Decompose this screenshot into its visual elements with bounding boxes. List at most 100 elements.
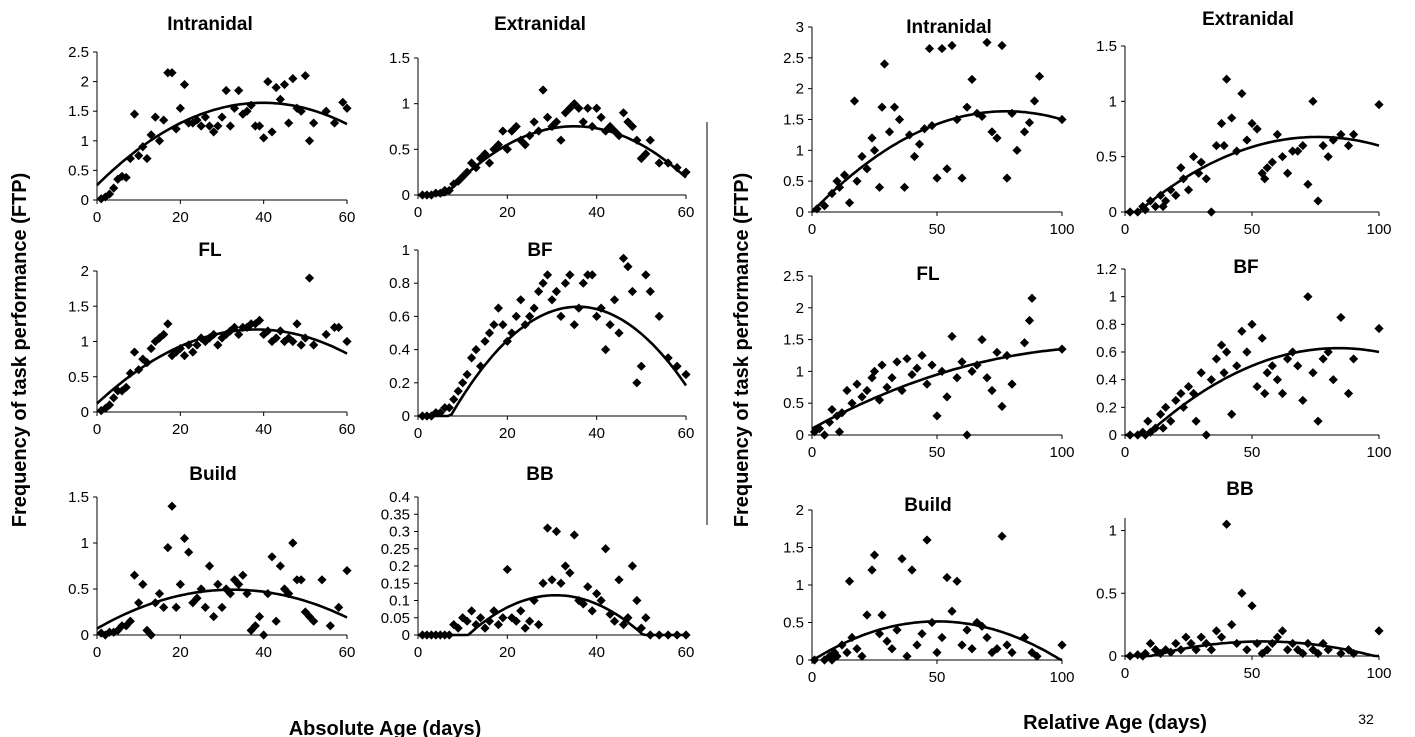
data-point	[614, 328, 624, 338]
x-tick-label: 20	[499, 425, 516, 442]
y-tick-label: 2.5	[68, 44, 89, 61]
data-point	[972, 360, 982, 370]
data-point	[1166, 647, 1176, 657]
data-point	[154, 136, 165, 146]
data-point	[574, 595, 584, 606]
data-point	[1267, 157, 1277, 167]
y-tick-label: 1.5	[68, 298, 89, 315]
data-point	[592, 311, 602, 321]
data-point	[279, 79, 290, 90]
data-point	[471, 620, 481, 630]
data-point	[209, 127, 219, 137]
data-point	[1188, 388, 1199, 399]
data-point	[844, 198, 855, 208]
data-point	[475, 361, 486, 371]
chart-title: Extranidal	[1202, 9, 1294, 30]
data-point	[587, 606, 597, 616]
y-tick-label: 1.5	[783, 540, 804, 557]
data-point	[596, 303, 606, 313]
y-tick-label: 0.6	[389, 308, 410, 325]
x-tick-label: 40	[255, 209, 272, 226]
data-point	[834, 182, 845, 192]
y-tick-label: 0.05	[381, 610, 410, 627]
data-point	[288, 74, 298, 84]
data-point	[681, 630, 691, 640]
data-point	[857, 392, 867, 402]
data-point	[134, 365, 144, 375]
data-point	[578, 117, 588, 127]
data-point	[605, 609, 615, 619]
x-tick-label: 0	[1121, 221, 1129, 238]
data-point	[271, 82, 281, 93]
data-point	[877, 610, 887, 620]
data-point	[229, 575, 240, 585]
data-point	[142, 358, 152, 368]
x-tick-label: 20	[499, 204, 516, 221]
data-point	[542, 523, 553, 533]
data-point	[672, 361, 682, 371]
data-point	[1166, 416, 1176, 426]
data-point	[493, 140, 503, 150]
data-point	[1140, 648, 1150, 659]
data-point	[498, 613, 508, 623]
data-point	[645, 630, 655, 640]
data-point	[435, 408, 445, 418]
data-point	[852, 176, 862, 186]
data-point	[129, 109, 140, 119]
data-point	[196, 584, 206, 594]
data-point	[475, 613, 486, 623]
data-point	[1227, 113, 1237, 123]
data-point	[927, 617, 937, 628]
data-point	[179, 79, 190, 90]
chart-title: Build	[189, 464, 237, 485]
data-point	[1318, 141, 1328, 151]
data-point	[498, 320, 508, 330]
data-point	[844, 576, 855, 586]
y-tick-label: 0.5	[783, 615, 804, 632]
data-point	[1183, 185, 1194, 195]
y-tick-label: 1.5	[68, 103, 89, 120]
data-point	[200, 112, 210, 122]
data-point	[1237, 588, 1247, 598]
data-point	[296, 106, 306, 116]
data-point	[1183, 381, 1194, 392]
data-point	[892, 625, 902, 635]
y-tick-label: 1.2	[1096, 261, 1117, 278]
chart-panel: BF 0 0.2 0.4 0.6 0.8 1 0 20 40 60	[389, 240, 694, 442]
data-point	[171, 124, 181, 134]
x-tick-label: 20	[172, 644, 189, 661]
x-tick-label: 0	[808, 669, 816, 686]
data-point	[1288, 146, 1298, 156]
data-point	[1308, 368, 1318, 378]
data-point	[1252, 381, 1262, 392]
data-point	[874, 629, 885, 639]
data-point	[1155, 190, 1166, 200]
chart-panel: Build 0 0.5 1 1.5 2 0 50 100	[783, 495, 1074, 686]
data-point	[489, 606, 499, 616]
data-point	[957, 640, 967, 650]
data-point	[1133, 207, 1143, 217]
data-point	[1057, 114, 1067, 125]
data-point	[869, 366, 880, 376]
data-point	[142, 153, 152, 164]
data-point	[238, 570, 248, 580]
data-point	[271, 616, 281, 626]
data-point	[254, 121, 265, 131]
data-point	[632, 378, 642, 388]
data-point	[551, 117, 562, 127]
data-point	[1247, 319, 1257, 329]
data-point	[1027, 647, 1037, 658]
data-point	[809, 655, 820, 665]
data-point	[605, 320, 615, 330]
trend-line	[96, 588, 348, 630]
data-point	[254, 315, 265, 325]
data-point	[862, 385, 872, 396]
data-point	[1298, 141, 1308, 151]
y-tick-label: 2.5	[783, 268, 804, 285]
data-point	[681, 167, 691, 177]
data-point	[300, 333, 310, 343]
data-point	[832, 651, 842, 661]
data-point	[1252, 124, 1262, 134]
data-point	[234, 329, 244, 340]
data-point	[912, 363, 922, 373]
